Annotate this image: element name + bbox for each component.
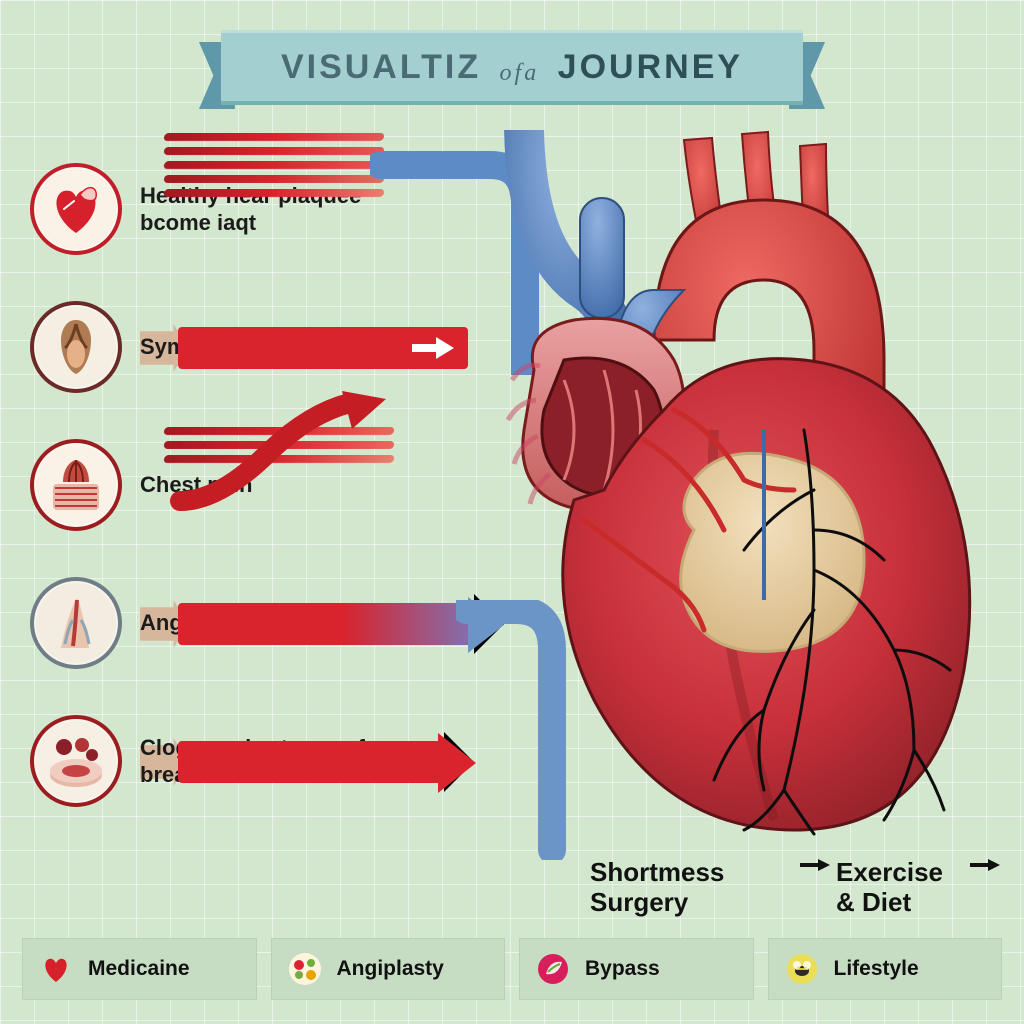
small-arrow-icon bbox=[800, 858, 830, 872]
legend: Medicaine Angiplasty Bypass bbox=[22, 938, 1002, 1000]
heart-illustration bbox=[464, 130, 1004, 850]
side-label-exercise-l2: & Diet bbox=[836, 887, 911, 917]
artery-icon bbox=[30, 577, 122, 669]
leaf-badge-icon bbox=[535, 951, 571, 987]
list-item-angioplasty: Angioplasty bbox=[30, 559, 500, 687]
side-label-shortness-l2: Surgery bbox=[590, 887, 688, 917]
title-ribbon: VISUALTIZ ofa JOURNEY bbox=[221, 30, 803, 105]
legend-label-bypass: Bypass bbox=[585, 957, 660, 981]
side-label-shortness: Shortmess Surgery bbox=[590, 858, 724, 918]
side-label-exercise: Exercise & Diet bbox=[836, 858, 943, 918]
side-label-shortness-l1: Shortmess bbox=[590, 857, 724, 887]
legend-item-medicaine: Medicaine bbox=[22, 938, 257, 1000]
list-item-clogged: Clogges shortness of breath bbox=[30, 697, 500, 825]
blue-down-pipe-icon bbox=[456, 600, 576, 860]
torso-icon bbox=[30, 301, 122, 393]
legend-item-angiplasty: Angiplasty bbox=[271, 938, 506, 1000]
chest-muscles-icon bbox=[30, 439, 122, 531]
title-segment-b: ofa bbox=[500, 60, 540, 87]
curved-red-arrow-icon bbox=[160, 391, 420, 511]
side-label-exercise-l1: Exercise bbox=[836, 857, 943, 887]
legend-label-lifestyle: Lifestyle bbox=[834, 957, 919, 981]
list-item-chestpain: Chest pain bbox=[30, 421, 500, 549]
legend-label-medicaine: Medicaine bbox=[88, 957, 190, 981]
veggies-swirl-icon bbox=[287, 951, 323, 987]
bee-badge-icon bbox=[784, 951, 820, 987]
red-heart-icon bbox=[38, 951, 74, 987]
legend-item-lifestyle: Lifestyle bbox=[768, 938, 1003, 1000]
heart-leaf-icon bbox=[30, 163, 122, 255]
solid-red-arrow-bar bbox=[178, 741, 448, 783]
cross-section-icon bbox=[30, 715, 122, 807]
list-item-healthy: Healthy hear plaquee bcome iaqt bbox=[30, 145, 500, 273]
red-arrow-bar bbox=[178, 327, 468, 369]
small-arrow-icon bbox=[970, 858, 1000, 872]
title-segment-c: JOURNEY bbox=[558, 48, 743, 86]
title-segment-a: VISUALTIZ bbox=[281, 48, 481, 86]
journey-list: Healthy hear plaquee bcome iaqt Symptoms bbox=[30, 145, 500, 835]
list-label-healthy: Healthy hear plaquee bcome iaqt bbox=[140, 182, 400, 237]
legend-item-bypass: Bypass bbox=[519, 938, 754, 1000]
legend-label-angiplasty: Angiplasty bbox=[337, 957, 444, 981]
red-to-blue-arrow-bar bbox=[178, 603, 478, 645]
title-text: VISUALTIZ ofa JOURNEY bbox=[281, 48, 743, 87]
